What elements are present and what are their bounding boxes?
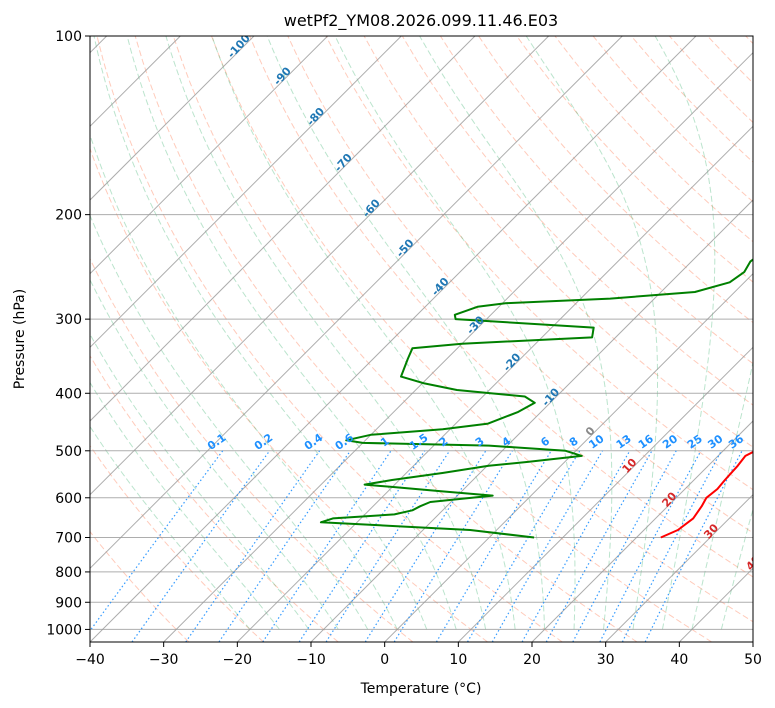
- dry-adiabat: [90, 354, 339, 642]
- isotherm-line: [90, 36, 476, 422]
- isotherm-line: [90, 36, 623, 570]
- dry-adiabat: [439, 36, 753, 365]
- x-tick-label: 20: [523, 652, 541, 668]
- dry-adiabat: [90, 530, 190, 642]
- x-tick-label: 50: [744, 652, 762, 668]
- isotherm-line: [163, 51, 753, 642]
- isotherm-line: [90, 36, 402, 349]
- moist-adiabat: [93, 36, 428, 630]
- y-tick-label: 200: [55, 208, 82, 224]
- isotherm-line: [90, 36, 550, 496]
- isotherm-line: [90, 36, 329, 275]
- moist-adiabat: [525, 36, 659, 630]
- isotherm-line: [531, 420, 753, 642]
- moist-adiabat: [419, 36, 613, 630]
- isotherm-line: [90, 36, 697, 642]
- mixing-ratio-line: [364, 450, 487, 642]
- y-tick-label: 600: [55, 491, 82, 507]
- mixing-ratio-line: [218, 450, 351, 642]
- x-tick-label: −10: [296, 652, 326, 668]
- temperature-line: [660, 450, 753, 539]
- mixing-ratio-line: [325, 450, 451, 642]
- isotherm-line: [605, 493, 753, 642]
- y-axis-label: Pressure (hPa): [12, 289, 28, 389]
- moist-adiabat: [90, 214, 369, 630]
- mixing-ratio-line: [599, 450, 702, 642]
- isotherm-line: [457, 346, 753, 642]
- moist-adiabat: [266, 36, 546, 630]
- plot-frame: [89, 35, 754, 643]
- x-tick-label: 0: [380, 652, 389, 668]
- dry-adiabat: [96, 36, 563, 642]
- mixing-ratio-line: [185, 450, 321, 642]
- mixing-ratio-line: [572, 450, 677, 642]
- y-tick-label: 500: [55, 444, 82, 460]
- mixing-ratio-line: [262, 450, 392, 642]
- moist-adiabat: [90, 133, 398, 630]
- sounding-series: [319, 258, 753, 539]
- dry-adiabat: [401, 36, 753, 406]
- x-tick-label: −20: [223, 652, 253, 668]
- isotherm-line: [310, 199, 753, 642]
- x-tick-label: −40: [75, 652, 105, 668]
- moist-adiabat: [334, 36, 576, 630]
- dry-adiabat: [211, 36, 753, 623]
- y-tick-label: 800: [55, 565, 82, 581]
- moist-adiabat: [654, 36, 716, 630]
- dry-adiabat: [134, 36, 638, 642]
- mixing-ratio-line: [545, 450, 653, 642]
- x-tick-label: 10: [449, 652, 467, 668]
- background-lines: [90, 36, 753, 642]
- y-tick-label: 400: [55, 386, 82, 402]
- moist-adiabat: [691, 360, 753, 630]
- chart-title: wetPf2_YM08.2026.099.11.46.E03: [284, 11, 558, 31]
- x-tick-label: −30: [149, 652, 179, 668]
- mixing-ratio-line: [521, 450, 631, 642]
- dewpoint-line: [319, 258, 753, 539]
- y-tick-label: 1000: [46, 622, 82, 638]
- y-tick-label: 300: [55, 312, 82, 328]
- mixing-ratio-line: [435, 450, 552, 642]
- mixing-ratio-line: [131, 450, 271, 642]
- moist-adiabat: [211, 36, 516, 630]
- isotherm-line: [90, 36, 255, 201]
- x-tick-label: 40: [670, 652, 688, 668]
- y-tick-label: 700: [55, 531, 82, 547]
- dry-adiabat: [516, 36, 753, 283]
- mixing-ratio-line: [644, 450, 743, 642]
- y-tick-label: 100: [55, 29, 82, 45]
- x-axis-label: Temperature (°C): [360, 681, 482, 697]
- moist-adiabat: [90, 381, 280, 630]
- isotherm-label: 40: [743, 553, 763, 573]
- x-tick-label: 30: [597, 652, 615, 668]
- y-tick-label: 900: [55, 595, 82, 611]
- mixing-ratio-line: [90, 450, 224, 632]
- moist-adiabat: [126, 36, 457, 630]
- isotherm-line: [384, 272, 753, 642]
- axes: −40 −30 −20 −10 0 10 20 30 40 50 100 200 300 400 500 60…: [46, 29, 762, 668]
- mixing-ratio-line: [298, 450, 426, 642]
- dry-adiabat: [90, 444, 264, 642]
- dry-adiabat: [249, 36, 753, 578]
- moist-adiabat: [90, 425, 251, 630]
- dry-adiabat: [90, 147, 488, 642]
